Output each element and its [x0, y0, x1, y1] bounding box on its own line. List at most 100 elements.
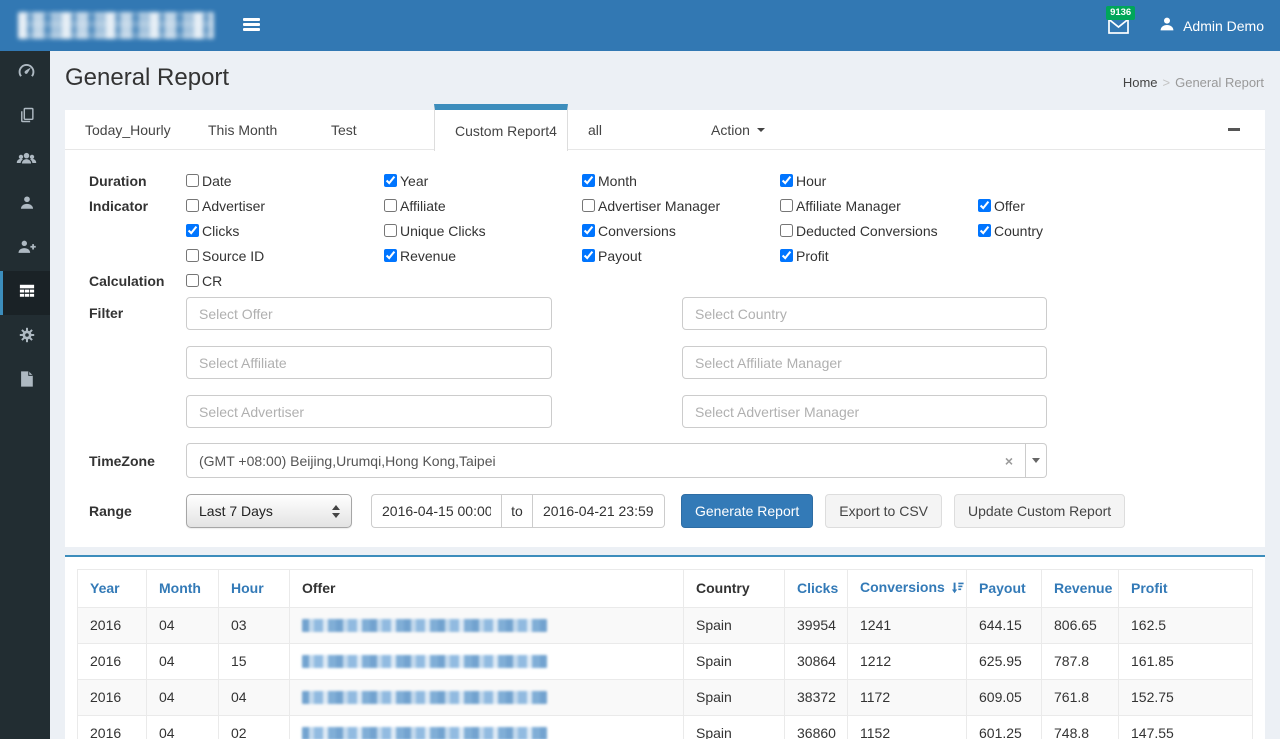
- messages-menu[interactable]: 9136: [1106, 6, 1136, 39]
- profit-checkbox[interactable]: [780, 249, 793, 262]
- col-offer: Offer: [289, 569, 684, 608]
- tab-today-hourly[interactable]: Today_Hourly: [85, 121, 171, 138]
- report-table: Year Month Hour Offer Country Clicks Conversio…: [77, 569, 1253, 739]
- offer-link-redacted[interactable]: [302, 618, 547, 632]
- cr-checkbox[interactable]: [186, 274, 199, 287]
- cell-country: Spain: [683, 715, 785, 739]
- tab-test[interactable]: Test: [331, 121, 357, 138]
- cell-payout: 609.05: [966, 679, 1042, 716]
- mini-sidebar: [0, 51, 50, 739]
- table-icon: [18, 283, 36, 304]
- table-row: 2016 04 15 Spain 30864 1212 625.95 787.8 161.85: [77, 643, 1253, 680]
- filter-input-select-country[interactable]: [682, 297, 1047, 330]
- sort-link-clicks[interactable]: Clicks: [797, 580, 839, 596]
- main-content: General Report Home > General Report Today…: [50, 51, 1280, 739]
- filter-input-select-affiliate[interactable]: [186, 346, 552, 379]
- tab-action-dropdown[interactable]: Action: [691, 110, 814, 149]
- affiliate-manager-checkbox[interactable]: [780, 199, 793, 212]
- timezone-select[interactable]: (GMT +08:00) Beijing,Urumqi,Hong Kong,Ta…: [186, 443, 1047, 478]
- col-payout: Payout: [966, 569, 1042, 608]
- sort-link-year[interactable]: Year: [90, 580, 120, 596]
- cell-clicks: 38372: [784, 679, 848, 716]
- cr-checkbox-label: CR: [202, 272, 223, 289]
- cell-year: 2016: [77, 607, 147, 644]
- date-checkbox-label: Date: [202, 172, 232, 189]
- sidebar-item-users[interactable]: [0, 139, 50, 183]
- tab-this-month[interactable]: This Month: [208, 121, 278, 138]
- update-custom-report-button[interactable]: Update Custom Report: [954, 494, 1126, 528]
- user-menu[interactable]: Admin Demo: [1159, 16, 1264, 35]
- affiliate-checkbox[interactable]: [384, 199, 397, 212]
- sort-link-hour[interactable]: Hour: [231, 580, 264, 596]
- filter-input-select-offer[interactable]: [186, 297, 552, 330]
- col-clicks: Clicks: [784, 569, 848, 608]
- timezone-clear-icon[interactable]: ×: [1004, 452, 1013, 469]
- timezone-dropdown-toggle[interactable]: [1026, 443, 1047, 478]
- tab-all[interactable]: all: [588, 121, 603, 138]
- cell-conversions: 1212: [847, 643, 967, 680]
- breadcrumb-home-link[interactable]: Home: [1122, 75, 1158, 90]
- deducted-conversions-checkbox[interactable]: [780, 224, 793, 237]
- sidebar-toggle-hamburger-icon[interactable]: [243, 18, 260, 34]
- clicks-checkbox[interactable]: [186, 224, 199, 237]
- cell-payout: 601.25: [966, 715, 1042, 739]
- export-csv-button[interactable]: Export to CSV: [825, 494, 942, 528]
- sort-link-profit[interactable]: Profit: [1131, 580, 1168, 596]
- cell-offer: [289, 715, 684, 739]
- conversions-checkbox[interactable]: [582, 224, 595, 237]
- payout-checkbox[interactable]: [582, 249, 595, 262]
- calculation-label: Calculation: [89, 272, 165, 289]
- sort-link-conversions[interactable]: Conversions: [860, 579, 945, 595]
- generate-report-button[interactable]: Generate Report: [681, 494, 814, 528]
- sidebar-item-copy[interactable]: [0, 95, 50, 139]
- date-to-input[interactable]: [533, 494, 665, 528]
- advertiser-checkbox[interactable]: [186, 199, 199, 212]
- sidebar-item-user[interactable]: [0, 183, 50, 227]
- top-navbar: 9136 Admin Demo: [0, 0, 1280, 51]
- col-year: Year: [77, 569, 147, 608]
- sidebar-item-user-add[interactable]: [0, 227, 50, 271]
- cell-revenue: 761.8: [1041, 679, 1119, 716]
- filter-input-select-advertiser[interactable]: [186, 395, 552, 428]
- col-month: Month: [146, 569, 219, 608]
- revenue-checkbox[interactable]: [384, 249, 397, 262]
- caret-down-icon: [756, 127, 765, 132]
- filter-col-left: [186, 297, 552, 428]
- country-checkbox[interactable]: [978, 224, 991, 237]
- advertiser-manager-checkbox[interactable]: [582, 199, 595, 212]
- cell-payout: 644.15: [966, 607, 1042, 644]
- date-checkbox[interactable]: [186, 174, 199, 187]
- source-id-checkbox[interactable]: [186, 249, 199, 262]
- tab-custom-report4[interactable]: Custom Report4: [434, 104, 568, 151]
- range-preset-select[interactable]: Last 7 Days: [186, 494, 352, 528]
- app-logo-redacted[interactable]: [18, 12, 214, 39]
- offer-checkbox[interactable]: [978, 199, 991, 212]
- offer-link-redacted[interactable]: [302, 690, 547, 704]
- sidebar-item-reports[interactable]: [0, 271, 50, 315]
- checkbox-grid: Duration Date Year Month Hour Indicator Advert…: [89, 168, 1241, 293]
- filter-input-select-advertiser-manager[interactable]: [682, 395, 1047, 428]
- breadcrumb: Home > General Report: [1123, 75, 1264, 90]
- sort-link-month[interactable]: Month: [159, 580, 201, 596]
- date-from-input[interactable]: [371, 494, 501, 528]
- sort-link-payout[interactable]: Payout: [979, 580, 1026, 596]
- affiliate-checkbox-label: Affiliate: [400, 197, 446, 214]
- sidebar-item-logs[interactable]: [0, 359, 50, 403]
- users-icon: [16, 149, 37, 173]
- year-checkbox[interactable]: [384, 174, 397, 187]
- collapse-box-minus-icon[interactable]: [1228, 128, 1240, 131]
- sidebar-item-settings[interactable]: [0, 315, 50, 359]
- sort-link-revenue[interactable]: Revenue: [1054, 580, 1113, 596]
- offer-link-redacted[interactable]: [302, 654, 547, 668]
- gear-icon: [18, 326, 36, 349]
- hour-checkbox[interactable]: [780, 174, 793, 187]
- dashboard-icon: [17, 61, 36, 85]
- month-checkbox[interactable]: [582, 174, 595, 187]
- user-profile-icon: [19, 194, 35, 216]
- checkbox-cell-source-id: Source ID: [186, 248, 384, 264]
- filter-input-select-affiliate-manager[interactable]: [682, 346, 1047, 379]
- cell-offer: [289, 607, 684, 644]
- unique-clicks-checkbox[interactable]: [384, 224, 397, 237]
- offer-link-redacted[interactable]: [302, 726, 547, 739]
- sidebar-item-dashboard[interactable]: [0, 51, 50, 95]
